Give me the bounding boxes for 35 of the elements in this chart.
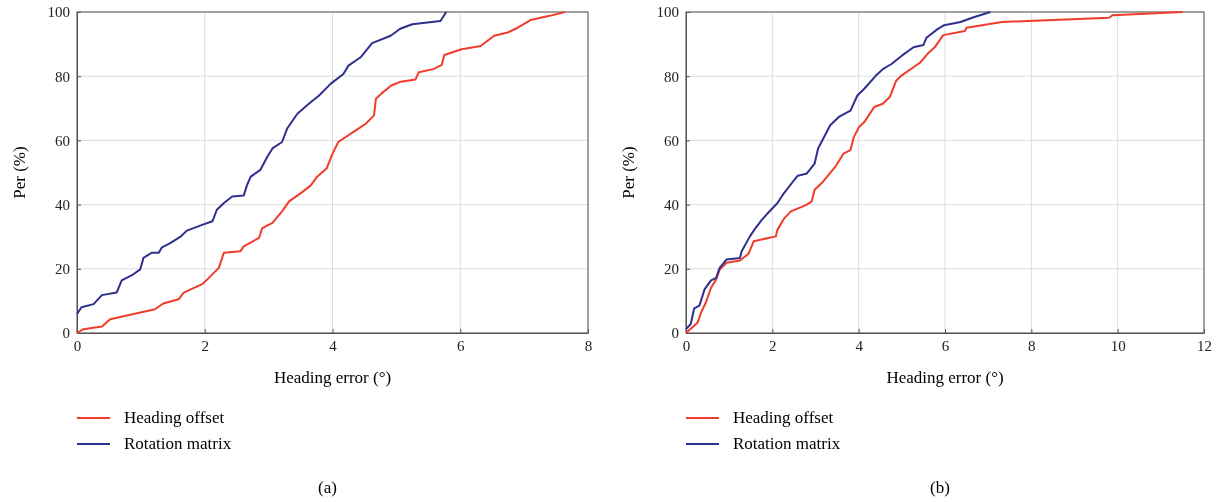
x-tick-label: 4	[329, 337, 338, 354]
x-tick-label: 8	[584, 337, 593, 354]
x-tick-label: 2	[769, 337, 777, 354]
x-tick-label: 2	[201, 337, 209, 354]
y-tick-label: 40	[55, 196, 70, 213]
y-tick-label: 20	[664, 261, 679, 278]
x-tick-label: 0	[682, 337, 691, 354]
line-series	[76, 11, 448, 316]
y-tick-label: 80	[664, 68, 679, 85]
y-tick-label: 80	[55, 68, 70, 85]
y-axis-title: Per (%)	[10, 146, 29, 199]
x-tick-label: 6	[941, 337, 950, 354]
legend-label: Rotation matrix	[124, 434, 232, 453]
x-tick-label: 4	[855, 337, 864, 354]
y-tick-label: 60	[664, 132, 679, 149]
y-tick-label: 100	[656, 4, 679, 21]
legend-label: Heading offset	[733, 408, 834, 427]
x-tick-label: 0	[73, 337, 82, 354]
legend-label: Rotation matrix	[733, 434, 841, 453]
x-tick-label: 6	[457, 337, 465, 354]
text: (a)	[318, 478, 337, 497]
y-tick-label: 0	[62, 325, 70, 342]
legend-label: Heading offset	[124, 408, 225, 427]
x-axis-title: Heading error (°)	[886, 368, 1004, 387]
x-tick-label: 8	[1028, 337, 1036, 354]
y-tick-label: 100	[47, 4, 70, 21]
y-tick-label: 60	[55, 132, 70, 149]
text: (b)	[930, 478, 950, 497]
x-tick-label: 10	[1110, 337, 1126, 354]
x-tick-label: 12	[1197, 337, 1212, 354]
y-tick-label: 20	[55, 261, 70, 278]
x-axis-title: Heading error (°)	[273, 368, 392, 387]
y-tick-label: 40	[664, 196, 679, 213]
y-axis-title: Per (%)	[619, 146, 638, 199]
y-tick-label: 0	[671, 325, 679, 342]
